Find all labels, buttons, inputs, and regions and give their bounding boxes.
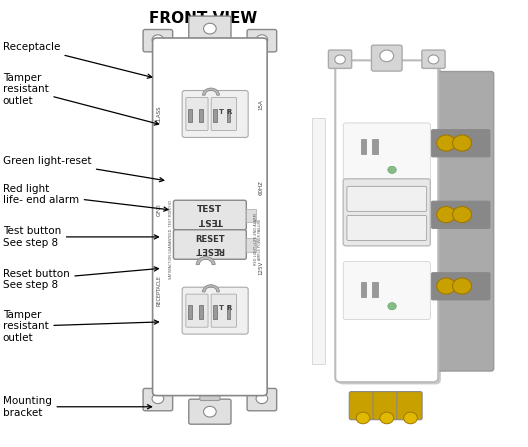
FancyBboxPatch shape [247, 388, 277, 411]
Text: Green light-reset: Green light-reset [3, 156, 164, 182]
FancyBboxPatch shape [422, 50, 445, 68]
Bar [199, 109, 203, 122]
FancyBboxPatch shape [200, 40, 220, 51]
Bar [246, 238, 256, 252]
FancyBboxPatch shape [397, 392, 422, 420]
Bar [213, 305, 217, 319]
FancyBboxPatch shape [200, 390, 220, 401]
FancyBboxPatch shape [247, 30, 277, 52]
FancyBboxPatch shape [211, 294, 237, 327]
Text: Test button
See step 8: Test button See step 8 [3, 226, 158, 248]
Text: R: R [227, 109, 232, 115]
Bar [361, 139, 366, 154]
Text: RECEPTACLE: RECEPTACLE [156, 275, 162, 306]
Text: T: T [219, 109, 224, 115]
FancyBboxPatch shape [347, 215, 427, 240]
Circle shape [256, 394, 268, 404]
Bar [246, 209, 256, 222]
Text: Red light
life- end alarm: Red light life- end alarm [3, 184, 168, 211]
Bar [188, 305, 192, 319]
Circle shape [203, 23, 216, 34]
Text: Mounting
bracket: Mounting bracket [3, 396, 152, 417]
Wedge shape [202, 88, 220, 95]
Bar [361, 282, 366, 297]
Bar [372, 139, 378, 154]
Text: R: R [227, 305, 232, 312]
FancyBboxPatch shape [343, 261, 430, 320]
FancyBboxPatch shape [182, 287, 248, 334]
Circle shape [380, 50, 393, 62]
Circle shape [388, 303, 396, 310]
FancyBboxPatch shape [335, 60, 438, 382]
FancyBboxPatch shape [431, 130, 490, 157]
FancyBboxPatch shape [173, 230, 246, 259]
FancyBboxPatch shape [431, 273, 490, 300]
Text: RED LIGHT=LIFE-END ALARM
AMPLE POWER FAILURE: RED LIGHT=LIFE-END ALARM AMPLE POWER FAI… [253, 213, 262, 265]
FancyBboxPatch shape [189, 399, 231, 424]
FancyBboxPatch shape [182, 90, 248, 138]
Circle shape [452, 278, 472, 294]
Circle shape [452, 207, 472, 223]
Text: TEST: TEST [197, 216, 222, 225]
FancyBboxPatch shape [343, 123, 430, 181]
Circle shape [335, 55, 345, 64]
Text: 15A: 15A [258, 100, 263, 110]
Bar [227, 305, 230, 319]
FancyBboxPatch shape [347, 186, 427, 211]
Text: Reset button
See step 8: Reset button See step 8 [3, 267, 158, 290]
Bar [312, 118, 325, 364]
FancyBboxPatch shape [343, 179, 430, 246]
Text: GFCI: GFCI [156, 204, 162, 216]
Text: Tamper
resistant
outlet: Tamper resistant outlet [3, 73, 158, 125]
Bar [213, 109, 217, 122]
Text: 60HZ: 60HZ [258, 180, 263, 195]
Circle shape [356, 412, 370, 424]
Circle shape [388, 166, 396, 173]
Text: SATISFACTION GUARANTEED. TEST MONTHLY: SATISFACTION GUARANTEED. TEST MONTHLY [169, 199, 173, 279]
FancyBboxPatch shape [211, 97, 237, 131]
Bar [227, 109, 230, 122]
Circle shape [437, 207, 456, 223]
Circle shape [452, 135, 472, 151]
Circle shape [256, 35, 268, 45]
Text: 125V: 125V [258, 261, 263, 275]
Text: Receptacle: Receptacle [3, 42, 152, 78]
FancyBboxPatch shape [349, 392, 374, 420]
FancyBboxPatch shape [186, 97, 208, 131]
FancyBboxPatch shape [186, 294, 208, 327]
FancyBboxPatch shape [143, 30, 173, 52]
FancyBboxPatch shape [338, 63, 441, 384]
FancyBboxPatch shape [431, 201, 490, 228]
FancyBboxPatch shape [328, 50, 352, 68]
Circle shape [152, 35, 164, 45]
FancyBboxPatch shape [371, 45, 402, 71]
Circle shape [437, 135, 456, 151]
Bar [372, 282, 378, 297]
Circle shape [380, 412, 393, 424]
Bar [199, 305, 203, 319]
Bar [188, 109, 192, 122]
Circle shape [152, 394, 164, 404]
Circle shape [437, 278, 456, 294]
FancyBboxPatch shape [173, 200, 246, 230]
Text: Tamper
resistant
outlet: Tamper resistant outlet [3, 310, 158, 343]
Text: TEST: TEST [197, 205, 222, 214]
Circle shape [428, 55, 439, 64]
FancyBboxPatch shape [189, 16, 231, 41]
Circle shape [404, 412, 417, 424]
FancyBboxPatch shape [373, 392, 398, 420]
Circle shape [203, 406, 216, 417]
Text: RESET: RESET [195, 235, 225, 244]
FancyBboxPatch shape [428, 72, 494, 371]
Text: RESET: RESET [195, 245, 225, 254]
FancyBboxPatch shape [143, 388, 173, 411]
FancyBboxPatch shape [153, 38, 267, 396]
Bar [312, 20, 512, 431]
Wedge shape [202, 285, 220, 292]
Text: FRONT VIEW: FRONT VIEW [149, 11, 258, 26]
Text: T: T [219, 305, 224, 312]
Wedge shape [196, 257, 215, 265]
Text: CLASS: CLASS [156, 105, 162, 123]
